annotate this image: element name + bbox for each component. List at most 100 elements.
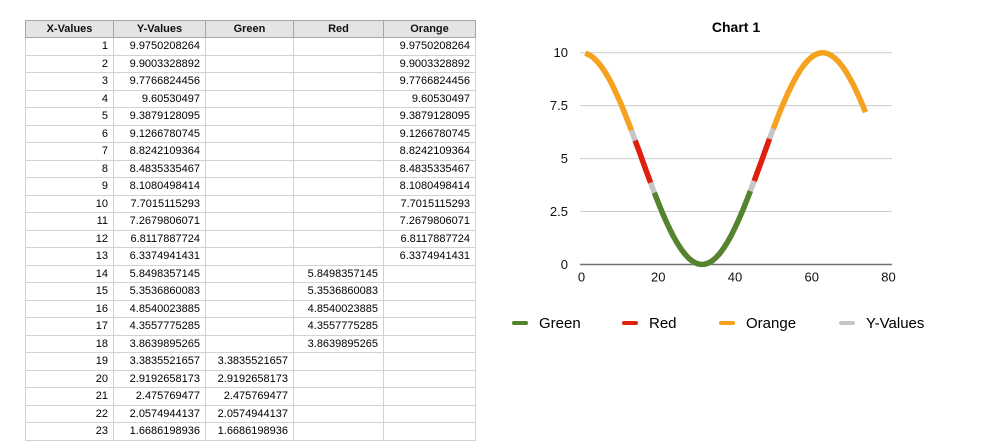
cell-red[interactable] (293, 194, 384, 213)
legend-item-green[interactable]: Green (512, 313, 581, 333)
cell-x-values[interactable]: 13 (25, 247, 114, 266)
series-red[interactable] (751, 137, 773, 182)
series-green[interactable] (651, 190, 753, 268)
cell-y-values[interactable]: 9.9003328892 (113, 54, 206, 73)
cell-red[interactable] (293, 54, 384, 73)
cell-red[interactable]: 5.3536860083 (293, 282, 384, 301)
cell-y-values[interactable]: 8.8242109364 (113, 142, 206, 161)
chart-1[interactable]: Chart 1 0 2.5 5 7.5 10 0 20 40 60 80 Green Red Oran… (500, 0, 993, 435)
cell-orange[interactable] (383, 282, 476, 301)
cell-orange[interactable]: 9.9003328892 (383, 54, 476, 73)
cell-x-values[interactable]: 22 (25, 404, 114, 423)
cell-orange[interactable] (383, 422, 476, 441)
cell-green[interactable] (205, 72, 294, 91)
column-header-orange[interactable]: Orange (383, 20, 476, 38)
cell-x-values[interactable]: 6 (25, 124, 114, 143)
cell-y-values[interactable]: 7.7015115293 (113, 194, 206, 213)
cell-orange[interactable]: 7.7015115293 (383, 194, 476, 213)
cell-y-values[interactable]: 1.6686198936 (113, 422, 206, 441)
cell-red[interactable] (293, 247, 384, 266)
cell-orange[interactable] (383, 352, 476, 371)
cell-x-values[interactable]: 7 (25, 142, 114, 161)
cell-y-values[interactable]: 4.3557775285 (113, 317, 206, 336)
cell-y-values[interactable]: 6.8117887724 (113, 229, 206, 248)
cell-green[interactable] (205, 282, 294, 301)
cell-y-values[interactable]: 4.8540023885 (113, 299, 206, 318)
cell-y-values[interactable]: 9.60530497 (113, 89, 206, 108)
cell-orange[interactable]: 8.4835335467 (383, 159, 476, 178)
cell-orange[interactable]: 9.60530497 (383, 89, 476, 108)
cell-red[interactable] (293, 369, 384, 388)
cell-orange[interactable] (383, 369, 476, 388)
cell-orange[interactable]: 6.3374941431 (383, 247, 476, 266)
cell-x-values[interactable]: 2 (25, 54, 114, 73)
cell-x-values[interactable]: 15 (25, 282, 114, 301)
cell-green[interactable] (205, 229, 294, 248)
cell-green[interactable] (205, 142, 294, 161)
cell-y-values[interactable]: 2.475769477 (113, 387, 206, 406)
cell-x-values[interactable]: 20 (25, 369, 114, 388)
cell-red[interactable] (293, 387, 384, 406)
cell-green[interactable]: 3.3835521657 (205, 352, 294, 371)
cell-green[interactable] (205, 177, 294, 196)
cell-orange[interactable]: 9.9750208264 (383, 37, 476, 56)
column-header-red[interactable]: Red (293, 20, 384, 38)
cell-x-values[interactable]: 5 (25, 107, 114, 126)
cell-orange[interactable] (383, 334, 476, 353)
cell-x-values[interactable]: 14 (25, 264, 114, 283)
cell-y-values[interactable]: 9.3879128095 (113, 107, 206, 126)
cell-orange[interactable]: 9.1266780745 (383, 124, 476, 143)
cell-orange[interactable]: 7.2679806071 (383, 212, 476, 231)
series-red[interactable] (632, 139, 654, 184)
cell-red[interactable] (293, 89, 384, 108)
column-header-green[interactable]: Green (205, 20, 294, 38)
cell-x-values[interactable]: 18 (25, 334, 114, 353)
cell-green[interactable] (205, 299, 294, 318)
cell-orange[interactable]: 6.8117887724 (383, 229, 476, 248)
cell-red[interactable] (293, 212, 384, 231)
data-table[interactable]: X-Values Y-Values Green Red Orange 1 9.975020… (25, 20, 476, 441)
cell-x-values[interactable]: 11 (25, 212, 114, 231)
cell-orange[interactable]: 9.7766824456 (383, 72, 476, 91)
cell-green[interactable]: 2.9192658173 (205, 369, 294, 388)
legend-item-y-values[interactable]: Y-Values (839, 313, 924, 333)
column-header-x-values[interactable]: X-Values (25, 20, 114, 38)
cell-red[interactable]: 3.8639895265 (293, 334, 384, 353)
cell-y-values[interactable]: 5.3536860083 (113, 282, 206, 301)
cell-red[interactable] (293, 229, 384, 248)
cell-y-values[interactable]: 7.2679806071 (113, 212, 206, 231)
cell-green[interactable] (205, 264, 294, 283)
cell-orange[interactable] (383, 299, 476, 318)
column-header-y-values[interactable]: Y-Values (113, 20, 206, 38)
cell-green[interactable] (205, 107, 294, 126)
cell-x-values[interactable]: 17 (25, 317, 114, 336)
cell-y-values[interactable]: 3.3835521657 (113, 352, 206, 371)
cell-red[interactable] (293, 159, 384, 178)
cell-green[interactable]: 2.475769477 (205, 387, 294, 406)
cell-y-values[interactable]: 2.9192658173 (113, 369, 206, 388)
cell-orange[interactable] (383, 404, 476, 423)
cell-y-values[interactable]: 9.1266780745 (113, 124, 206, 143)
cell-x-values[interactable]: 4 (25, 89, 114, 108)
cell-orange[interactable]: 9.3879128095 (383, 107, 476, 126)
series-orange[interactable] (584, 50, 634, 132)
legend-item-orange[interactable]: Orange (719, 313, 796, 333)
cell-green[interactable]: 1.6686198936 (205, 422, 294, 441)
cell-x-values[interactable]: 8 (25, 159, 114, 178)
cell-red[interactable] (293, 177, 384, 196)
cell-green[interactable] (205, 334, 294, 353)
cell-orange[interactable]: 8.1080498414 (383, 177, 476, 196)
cell-green[interactable] (205, 54, 294, 73)
cell-green[interactable] (205, 89, 294, 108)
cell-red[interactable]: 4.3557775285 (293, 317, 384, 336)
cell-red[interactable]: 4.8540023885 (293, 299, 384, 318)
cell-red[interactable] (293, 404, 384, 423)
cell-orange[interactable] (383, 264, 476, 283)
cell-red[interactable] (293, 422, 384, 441)
cell-orange[interactable]: 8.8242109364 (383, 142, 476, 161)
cell-x-values[interactable]: 1 (25, 37, 114, 56)
cell-green[interactable]: 2.0574944137 (205, 404, 294, 423)
cell-x-values[interactable]: 12 (25, 229, 114, 248)
cell-x-values[interactable]: 10 (25, 194, 114, 213)
legend-item-red[interactable]: Red (622, 313, 677, 333)
